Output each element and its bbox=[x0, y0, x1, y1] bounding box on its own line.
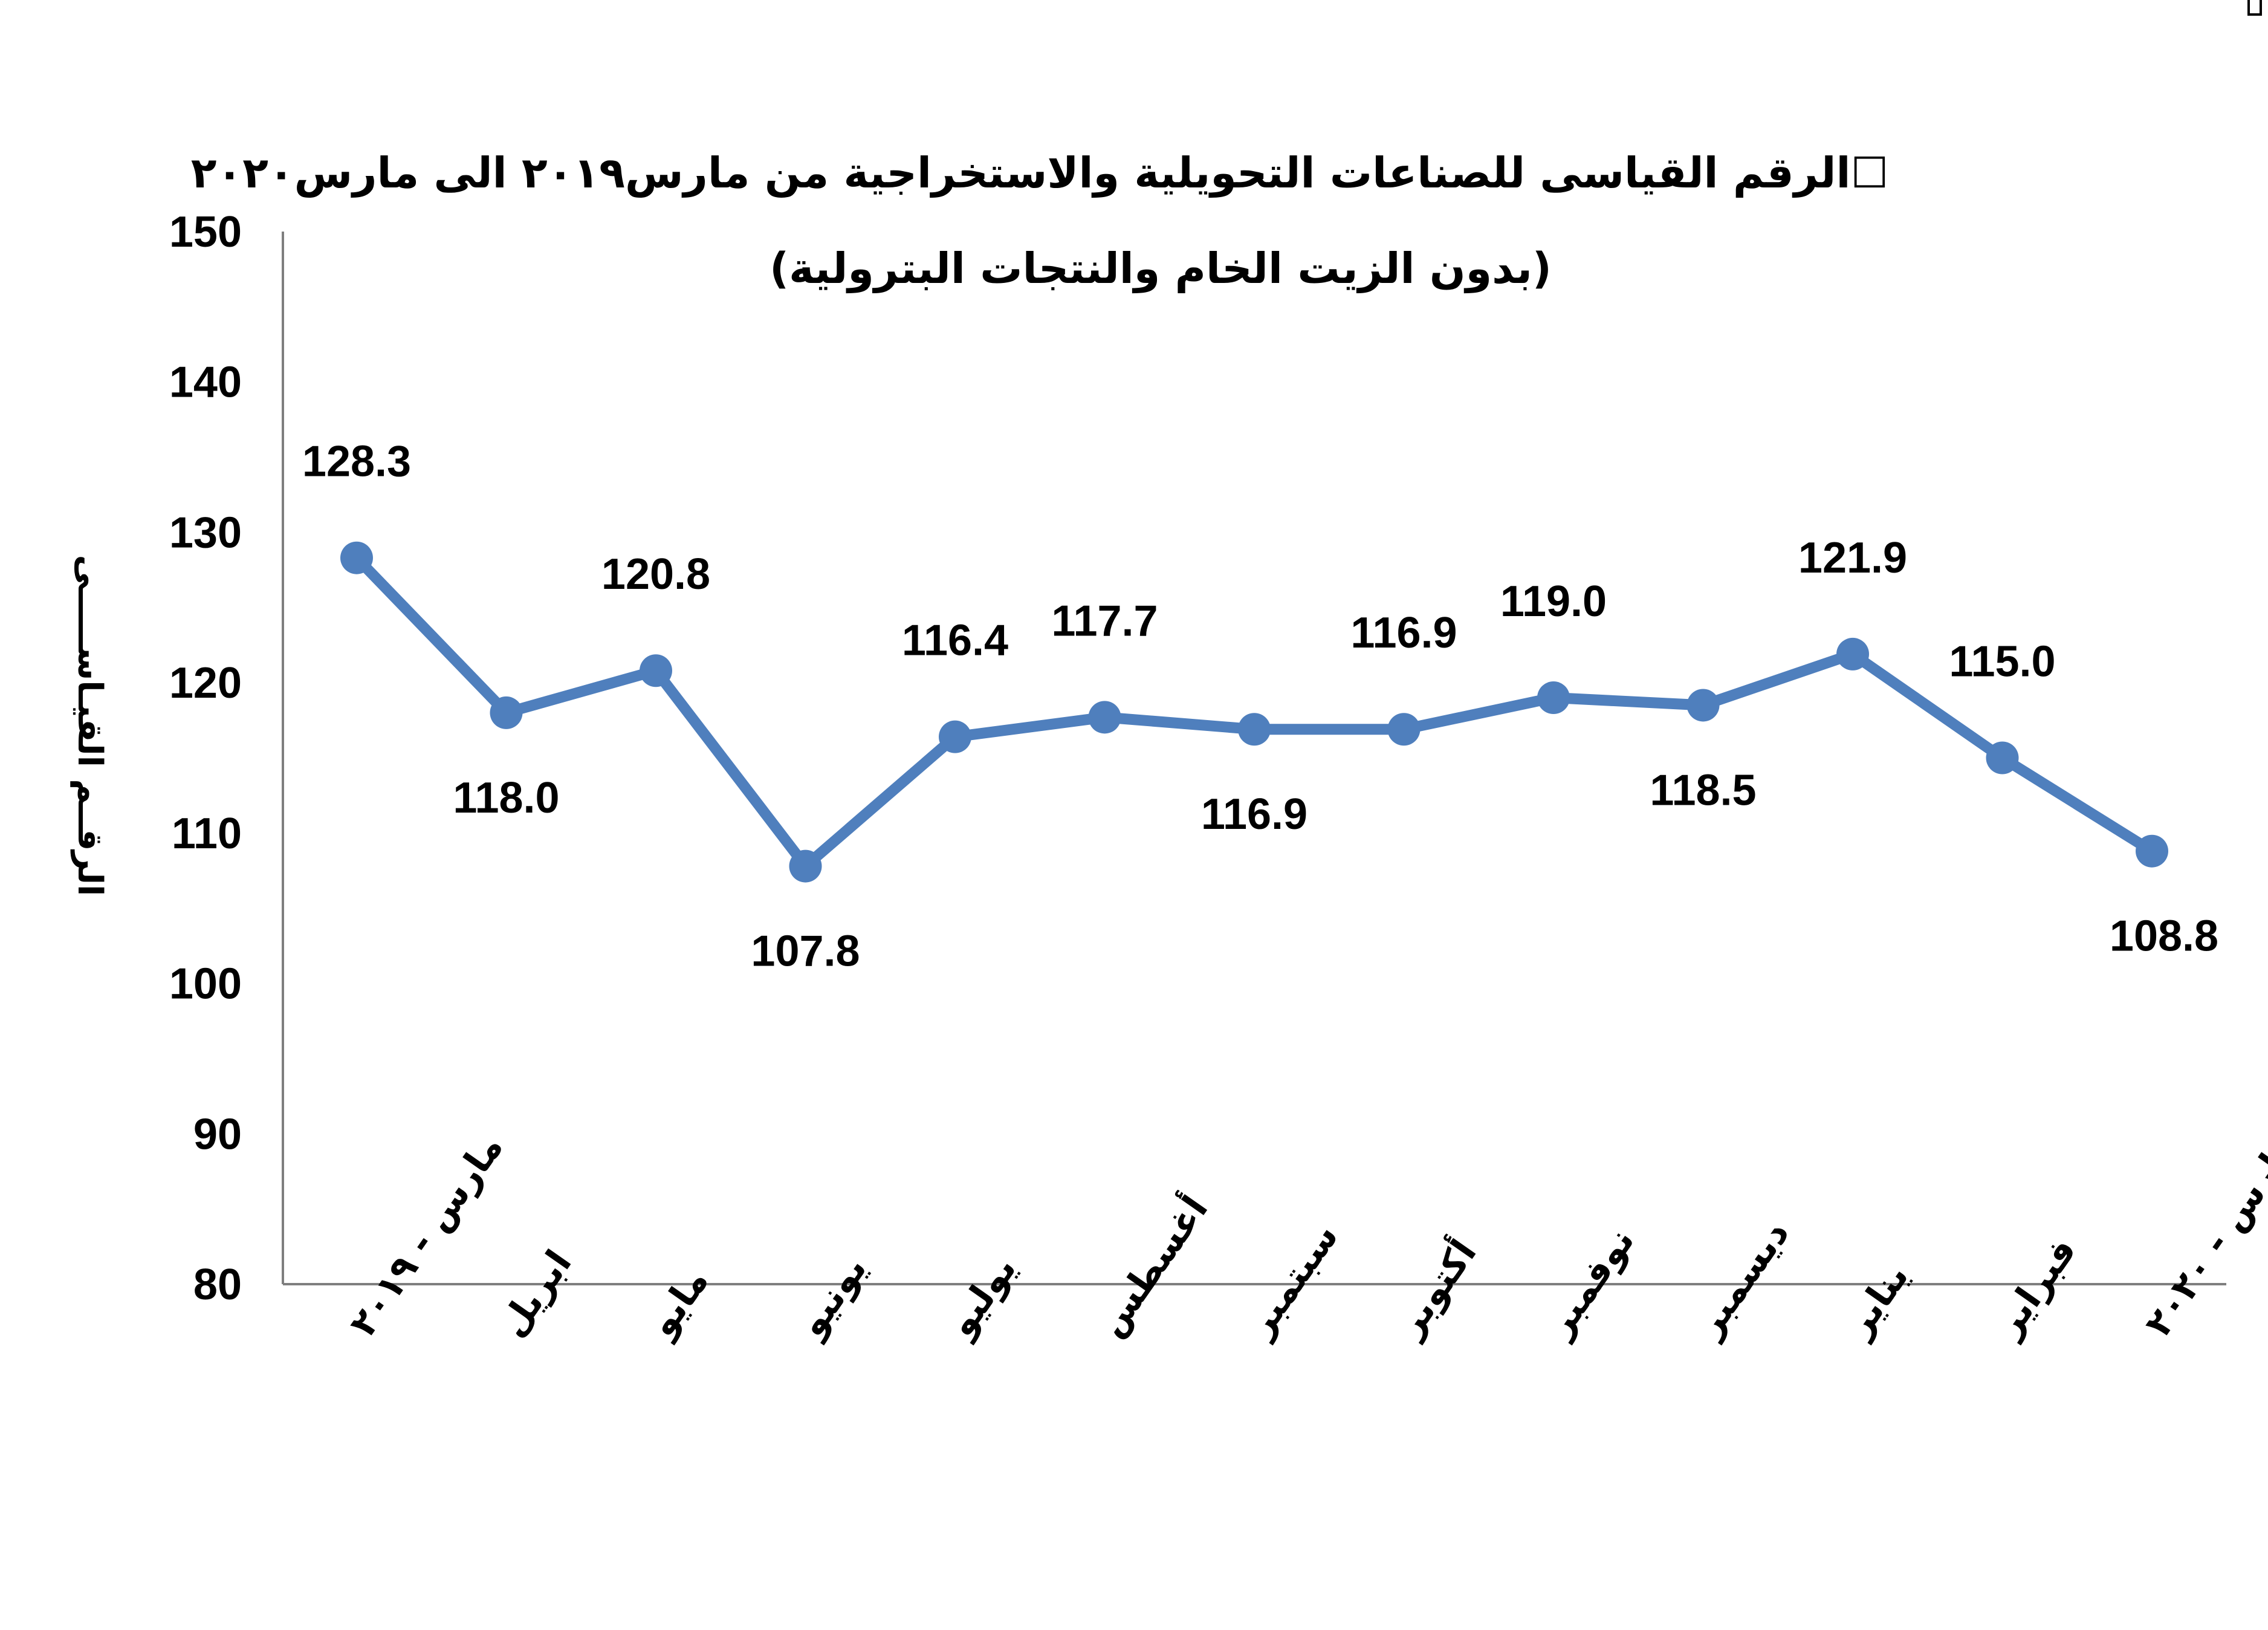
chart-title-line1: الرقم القياسى للصناعات التحويلية والاستخ… bbox=[191, 148, 1851, 198]
y-tick-label: 110 bbox=[172, 810, 242, 858]
chart-title: ☐الرقم القياسى للصناعات التحويلية والاست… bbox=[191, 148, 1888, 198]
data-label: 115.0 bbox=[1949, 638, 2055, 686]
x-tick-label: فبراير bbox=[1986, 1230, 2085, 1346]
data-label: 128.3 bbox=[302, 438, 411, 486]
data-label: 118.5 bbox=[1650, 766, 1756, 814]
x-tick-label: يناير bbox=[1836, 1256, 1917, 1346]
y-tick-label: 90 bbox=[193, 1110, 242, 1158]
data-point bbox=[640, 654, 672, 687]
data-point bbox=[789, 849, 822, 883]
y-tick-label: 80 bbox=[193, 1261, 242, 1309]
data-label: 121.9 bbox=[1798, 534, 1907, 582]
data-label: 119.0 bbox=[1500, 577, 1607, 626]
x-tick-label: يونيو bbox=[789, 1248, 875, 1346]
data-point bbox=[2136, 834, 2168, 868]
y-tick-label: 100 bbox=[169, 960, 242, 1008]
corner-mark bbox=[2247, 0, 2262, 16]
chart-subtitle: (بدون الزيت الخام والنتجات البترولية) bbox=[770, 244, 1552, 294]
y-ticks: 80 90 100 110 120 130 140 150 bbox=[169, 208, 242, 1309]
data-point bbox=[490, 696, 523, 729]
data-point bbox=[1088, 701, 1121, 734]
y-axis-label: الرقــم القيـاســـــى bbox=[70, 555, 109, 896]
data-label: 117.7 bbox=[1051, 597, 1158, 645]
y-tick-label: 120 bbox=[169, 659, 242, 707]
y-tick-label: 140 bbox=[169, 359, 242, 407]
data-points bbox=[340, 541, 2168, 883]
data-point bbox=[939, 720, 971, 753]
y-tick-label: 130 bbox=[169, 508, 242, 557]
data-label: 116.9 bbox=[1350, 609, 1457, 657]
x-tick-label: مارس - ٢٠١٩ bbox=[342, 1127, 511, 1345]
x-tick-label: مارس - ٢٠٢٠ bbox=[2137, 1127, 2268, 1345]
x-tick-label: ديسمبر bbox=[1687, 1213, 1798, 1346]
data-label: 118.0 bbox=[453, 774, 559, 822]
x-tick-label: مايو bbox=[640, 1261, 717, 1346]
x-tick-label: سبتمبر bbox=[1238, 1216, 1347, 1346]
data-label: 116.4 bbox=[902, 617, 1008, 665]
data-label: 116.9 bbox=[1201, 790, 1307, 839]
data-point bbox=[1537, 681, 1570, 715]
x-tick-label: أغسطس bbox=[1087, 1187, 1216, 1345]
data-point bbox=[340, 541, 373, 574]
chart-title-box: ☐ bbox=[1850, 148, 1888, 198]
data-label: 107.8 bbox=[751, 927, 860, 976]
data-point bbox=[1986, 741, 2019, 774]
data-point bbox=[1387, 713, 1421, 746]
data-point bbox=[1686, 689, 1720, 722]
x-tick-label: يوليو bbox=[939, 1248, 1025, 1346]
data-point bbox=[1836, 637, 1869, 671]
x-tick-label: ابريل bbox=[491, 1242, 580, 1344]
data-labels: 128.3 118.0 120.8 107.8 116.4 117.7 116.9 116.9… bbox=[302, 438, 2218, 976]
data-label: 120.8 bbox=[601, 550, 710, 599]
data-label: 108.8 bbox=[2110, 912, 2218, 961]
x-tick-label: أكتوبر bbox=[1385, 1230, 1485, 1346]
y-tick-label: 150 bbox=[169, 208, 242, 256]
data-point bbox=[1238, 713, 1271, 746]
